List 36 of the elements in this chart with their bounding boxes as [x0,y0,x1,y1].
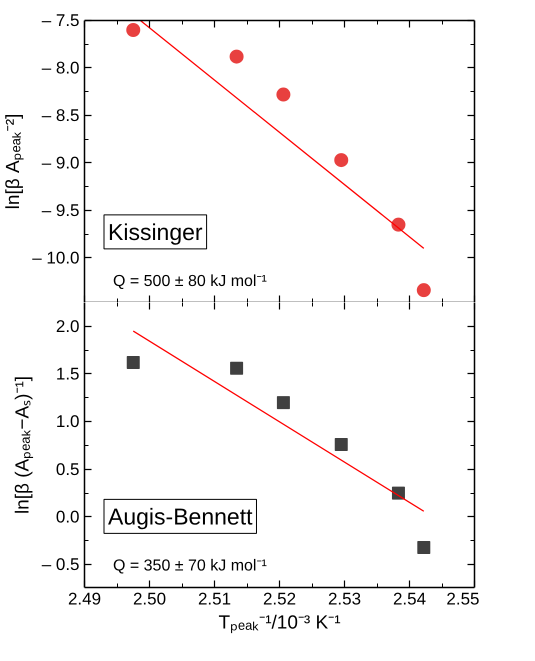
y-tick-label: – 8.0 [42,58,80,78]
y-tick-label: – 7.5 [42,11,80,30]
annotation: Q = 500 ± 80 kJ mol⁻¹ [112,272,267,290]
y-tick-label: 2.0 [56,316,80,336]
point [416,283,431,298]
y-tick-label: – 0.5 [42,555,80,574]
point [276,396,290,410]
y-tick-label: 1.5 [56,364,80,384]
y-axis-title: ln[β (Aₚₑₐₖ−Aₛ)⁻¹] [12,376,34,514]
y-tick-label: – 9.0 [42,153,80,172]
annotation: Augis-Bennett [108,503,254,530]
point [276,88,290,102]
y-tick-label: – 10.0 [32,248,80,268]
y-tick-label: 0.0 [56,507,80,526]
x-tick-label: 2.55 [446,590,480,608]
x-tick-label: 2.50 [132,590,166,608]
point [334,153,348,168]
x-tick-label: 2.49 [68,590,102,608]
y-tick-label: 0.5 [56,460,80,479]
y-axis-title: ln[β Aₚₑₐₖ⁻²] [3,114,24,210]
x-tick-label: 2.51 [198,590,232,608]
x-axis-title: Tₚₑₐₖ⁻¹/10⁻³ K⁻¹ [218,612,341,634]
x-tick-label: 2.53 [328,590,362,608]
annotation: Q = 350 ± 70 kJ mol⁻¹ [112,558,267,575]
point [230,362,244,375]
y-tick-label: 1.0 [56,412,80,432]
x-tick-label: 2.52 [262,590,296,608]
point [417,540,430,554]
point [126,356,140,370]
x-tick-label: 2.54 [392,590,426,608]
point [126,23,140,37]
point [334,438,348,452]
point [230,50,244,64]
y-tick-label: – 8.5 [42,106,80,125]
annotation: Kissinger [108,218,203,245]
y-tick-label: – 9.5 [42,200,80,220]
